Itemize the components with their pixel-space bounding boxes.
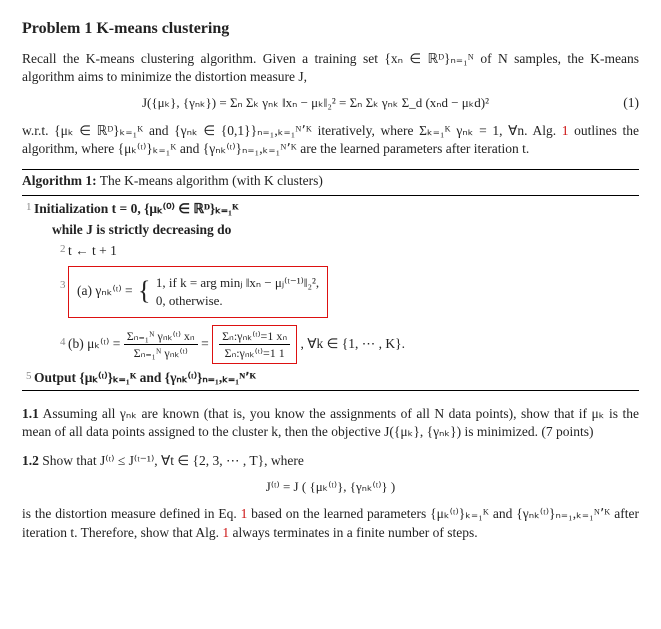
line-number-5: 5 — [26, 369, 32, 384]
problem-title: Problem 1 K-means clustering — [22, 18, 639, 40]
q11-label: 1.1 — [22, 406, 39, 421]
equation-2: J⁽ᵗ⁾ = J ( {μₖ⁽ᵗ⁾}, {γₙₖ⁽ᵗ⁾} ) — [22, 478, 639, 496]
step-b-frac2-num: Σₙ:γₙₖ⁽ᵗ⁾=1 xₙ — [219, 328, 290, 345]
algo-step-t: 2 t ← t + 1 — [68, 242, 639, 260]
q12-paragraph-b: is the distortion measure defined in Eq.… — [22, 505, 639, 541]
step-b-frac2: Σₙ:γₙₖ⁽ᵗ⁾=1 xₙ Σₙ:γₙₖ⁽ᵗ⁾=1 1 — [219, 328, 290, 361]
algo-step-a: 3 (a) γₙₖ⁽ᵗ⁾ = { 1, if k = arg minⱼ ‖xₙ … — [68, 264, 639, 320]
q12-text-b-a: is the distortion measure defined in Eq. — [22, 506, 241, 521]
algo-init: Initialization t = 0, {μₖ⁽⁰⁾ ∈ ℝᴰ}ₖ₌₁ᴷ — [34, 201, 239, 216]
equation-1: J({μₖ}, {γₙₖ}) = Σₙ Σₖ γₙₖ ‖xₙ − μₖ‖₂² =… — [22, 94, 609, 112]
algo-while: while J is strictly decreasing do — [52, 222, 231, 237]
algo-output-line: 5 Output {μₖ⁽ᵗ⁾}ₖ₌₁ᴷ and {γₙₖ⁽ᵗ⁾}ₙ₌₁,ₖ₌₁… — [34, 369, 639, 387]
step-b-tail: , ∀k ∈ {1, ⋯ , K}. — [300, 335, 404, 350]
algo-step-b: 4 (b) μₖ⁽ᵗ⁾ = Σₙ₌₁ᴺ γₙₖ⁽ᵗ⁾ xₙ Σₙ₌₁ᴺ γₙₖ⁽… — [68, 323, 639, 366]
algo-rule-top — [22, 169, 639, 170]
q12-text-b-c: always terminates in a finite number of … — [229, 525, 478, 540]
step-b-eq: = — [201, 335, 212, 350]
algo-init-line: 1 Initialization t = 0, {μₖ⁽⁰⁾ ∈ ℝᴰ}ₖ₌₁ᴷ — [34, 200, 639, 218]
q12-paragraph-a: 1.2 Show that J⁽ᵗ⁾ ≤ J⁽ᵗ⁻¹⁾, ∀t ∈ {2, 3,… — [22, 452, 639, 470]
step-b-frac2-den: Σₙ:γₙₖ⁽ᵗ⁾=1 1 — [219, 345, 290, 361]
equation-1-number: (1) — [609, 94, 639, 112]
paragraph-wrt: w.r.t. {μₖ ∈ ℝᴰ}ₖ₌₁ᴷ and {γₙₖ ∈ {0,1}}ₙ₌… — [22, 122, 639, 158]
line-number-3: 3 — [60, 278, 66, 293]
line-number-1: 1 — [26, 200, 32, 215]
step-b-frac1: Σₙ₌₁ᴺ γₙₖ⁽ᵗ⁾ xₙ Σₙ₌₁ᴺ γₙₖ⁽ᵗ⁾ — [124, 328, 198, 361]
q12-text-a: Show that J⁽ᵗ⁾ ≤ J⁽ᵗ⁻¹⁾, ∀t ∈ {2, 3, ⋯ ,… — [39, 453, 304, 468]
q11-paragraph: 1.1 Assuming all γₙₖ are known (that is,… — [22, 405, 639, 441]
equation-1-row: J({μₖ}, {γₙₖ}) = Σₙ Σₖ γₙₖ ‖xₙ − μₖ‖₂² =… — [22, 94, 639, 112]
step-b-frac1-num: Σₙ₌₁ᴺ γₙₖ⁽ᵗ⁾ xₙ — [124, 328, 198, 345]
algo-output: Output {μₖ⁽ᵗ⁾}ₖ₌₁ᴷ and {γₙₖ⁽ᵗ⁾}ₙ₌₁,ₖ₌₁ᴺ٬… — [34, 370, 256, 385]
line-number-4: 4 — [60, 335, 66, 350]
step-a-case1: 1, if k = arg minⱼ ‖xₙ − μⱼ⁽ᵗ⁻¹⁾‖₂², — [156, 274, 319, 292]
algo-while-line: while J is strictly decreasing do — [52, 221, 639, 239]
algo-rule-mid — [22, 195, 639, 196]
q11-text: Assuming all γₙₖ are known (that is, you… — [22, 406, 639, 439]
wrt-text-a: w.r.t. {μₖ ∈ ℝᴰ}ₖ₌₁ᴷ and {γₙₖ ∈ {0,1}}ₙ₌… — [22, 123, 562, 138]
equation-2-row: J⁽ᵗ⁾ = J ( {μₖ⁽ᵗ⁾}, {γₙₖ⁽ᵗ⁾} ) — [22, 478, 639, 496]
algo-body: 1 Initialization t = 0, {μₖ⁽⁰⁾ ∈ ℝᴰ}ₖ₌₁ᴷ… — [22, 200, 639, 387]
intro-paragraph: Recall the K-means clustering algorithm.… — [22, 50, 639, 86]
algo-t-update: t ← t + 1 — [68, 243, 117, 258]
step-b-redbox: Σₙ:γₙₖ⁽ᵗ⁾=1 xₙ Σₙ:γₙₖ⁽ᵗ⁾=1 1 — [212, 325, 297, 364]
algo-title-prefix: Algorithm 1: — [22, 173, 97, 188]
algo-title-rest: The K-means algorithm (with K clusters) — [97, 173, 323, 188]
algo-rule-bottom — [22, 390, 639, 391]
q12-label: 1.2 — [22, 453, 39, 468]
algo-title: Algorithm 1: The K-means algorithm (with… — [22, 172, 639, 193]
step-b-frac1-den: Σₙ₌₁ᴺ γₙₖ⁽ᵗ⁾ — [124, 345, 198, 361]
step-a-label: (a) γₙₖ⁽ᵗ⁾ = — [77, 283, 136, 298]
line-number-2: 2 — [60, 242, 66, 257]
step-a-case2: 0, otherwise. — [156, 292, 319, 310]
step-b-label: (b) μₖ⁽ᵗ⁾ = — [68, 335, 124, 350]
step-a-cases: 1, if k = arg minⱼ ‖xₙ − μⱼ⁽ᵗ⁻¹⁾‖₂², 0, … — [156, 273, 319, 311]
left-brace-icon: { — [138, 281, 150, 302]
step-a-redbox: (a) γₙₖ⁽ᵗ⁾ = { 1, if k = arg minⱼ ‖xₙ − … — [68, 266, 328, 318]
